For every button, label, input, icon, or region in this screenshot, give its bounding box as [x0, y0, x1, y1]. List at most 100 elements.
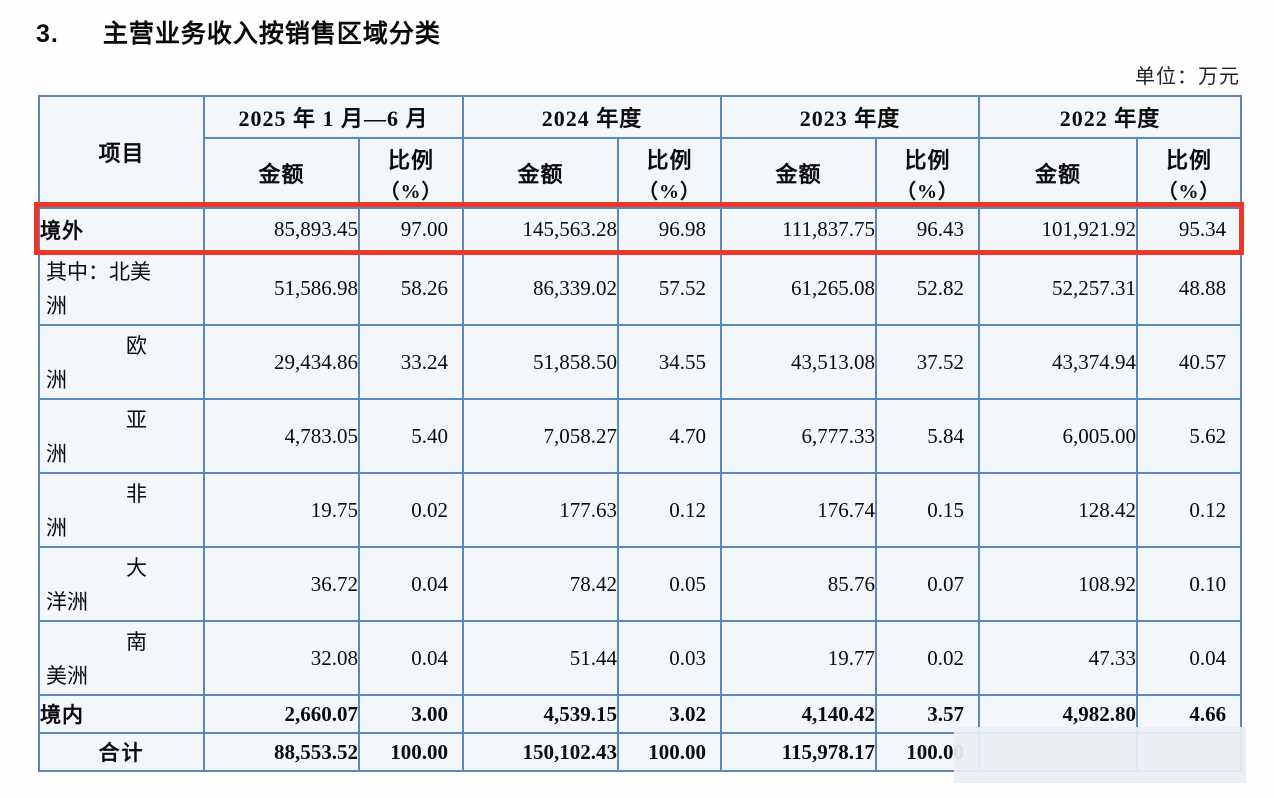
header-ratio-label: 比例 — [646, 147, 693, 173]
amount-cell: 32.08 — [203, 620, 360, 696]
ratio-cell: 100.00 — [357, 732, 465, 772]
row-label-europe: 欧洲 — [38, 324, 205, 400]
amount-cell: 111,837.75 — [720, 207, 878, 252]
header-item: 项目 — [38, 95, 205, 209]
ratio-cell: 40.57 — [1136, 324, 1243, 400]
row-label-line1: 南 — [126, 630, 147, 655]
header-period-2023: 2023 年度 — [720, 95, 981, 139]
ratio-cell: 3.02 — [617, 694, 723, 734]
table-row-overseas: 境外 85,893.45 97.00 145,563.28 96.98 111,837.7… — [38, 207, 1243, 252]
amount-cell: 85.76 — [720, 546, 878, 622]
ratio-cell: 48.88 — [1136, 250, 1243, 326]
table-row-africa: 非洲 19.75 0.02 177.63 0.12 176.74 0.15 128.42 0.1… — [38, 472, 1243, 548]
header-ratio-unit: （%） — [638, 180, 702, 203]
ratio-cell: 3.00 — [357, 694, 465, 734]
ratio-cell: 0.07 — [875, 546, 981, 622]
ratio-cell: 0.02 — [875, 620, 981, 696]
header-amount: 金额 — [978, 137, 1139, 209]
amount-cell: 43,374.94 — [978, 324, 1139, 400]
amount-cell: 101,921.92 — [978, 207, 1139, 252]
amount-cell: 6,005.00 — [978, 398, 1139, 474]
table-header: 项目 2025 年 1 月—6 月 2024 年度 2023 年度 2022 年… — [38, 95, 1243, 209]
ratio-cell: 0.03 — [617, 620, 723, 696]
revenue-by-region-table: 项目 2025 年 1 月—6 月 2024 年度 2023 年度 2022 年… — [34, 95, 1246, 783]
ratio-cell: 0.12 — [1136, 472, 1243, 548]
row-label-line2: 美洲 — [46, 663, 88, 688]
header-ratio-unit: （%） — [896, 180, 960, 203]
section-title: 主营业务收入按销售区域分类 — [102, 20, 441, 48]
row-label-total: 合计 — [38, 732, 205, 772]
amount-cell: 4,783.05 — [203, 398, 360, 474]
ratio-cell: 57.52 — [617, 250, 723, 326]
header-ratio-label: 比例 — [388, 147, 435, 173]
ratio-cell: 0.05 — [617, 546, 723, 622]
row-label-line1: 欧 — [126, 334, 147, 359]
amount-cell: 108.92 — [978, 546, 1139, 622]
row-label-line1: 亚 — [126, 408, 147, 433]
row-label-south-america: 南美洲 — [38, 620, 205, 696]
table-body: 境外 85,893.45 97.00 145,563.28 96.98 111,837.7… — [38, 207, 1243, 772]
amount-cell: 4,140.42 — [720, 694, 878, 734]
ratio-cell: 5.84 — [875, 398, 981, 474]
amount-cell: 19.75 — [203, 472, 360, 548]
header-ratio: 比例 （%） — [357, 137, 465, 209]
amount-cell — [978, 732, 1139, 772]
amount-cell: 61,265.08 — [720, 250, 878, 326]
ratio-cell: 0.04 — [357, 620, 465, 696]
ratio-cell: 58.26 — [357, 250, 465, 326]
amount-cell: 115,978.17 — [720, 732, 878, 772]
row-label-line2: 洲 — [46, 367, 67, 392]
ratio-cell: 4.66 — [1136, 694, 1243, 734]
amount-cell: 51,858.50 — [462, 324, 620, 400]
row-label-domestic: 境内 — [38, 694, 205, 734]
section-number: 3. — [36, 20, 59, 48]
amount-cell: 47.33 — [978, 620, 1139, 696]
ratio-cell: 96.43 — [875, 207, 981, 252]
header-period-2022: 2022 年度 — [978, 95, 1243, 139]
header-amount: 金额 — [203, 137, 360, 209]
ratio-cell: 37.52 — [875, 324, 981, 400]
row-label-line1: 非 — [126, 482, 147, 507]
table-row-domestic: 境内 2,660.07 3.00 4,539.15 3.02 4,140.42 3.57 4,… — [38, 694, 1243, 734]
row-label-asia: 亚洲 — [38, 398, 205, 474]
table-row-asia: 亚洲 4,783.05 5.40 7,058.27 4.70 6,777.33 5.84 6,… — [38, 398, 1243, 474]
ratio-cell: 95.34 — [1136, 207, 1243, 252]
header-period-2025: 2025 年 1 月—6 月 — [202, 95, 465, 139]
amount-cell: 52,257.31 — [978, 250, 1139, 326]
row-label-africa: 非洲 — [38, 472, 205, 548]
header-amount: 金额 — [720, 137, 878, 209]
ratio-cell: 0.04 — [1136, 620, 1243, 696]
amount-cell: 88,553.52 — [203, 732, 360, 772]
ratio-cell: 0.15 — [875, 472, 981, 548]
ratio-cell: 100.00 — [875, 732, 981, 772]
ratio-cell: 100.00 — [617, 732, 723, 772]
ratio-cell: 4.70 — [617, 398, 723, 474]
header-ratio: 比例 （%） — [617, 137, 723, 209]
ratio-cell: 52.82 — [875, 250, 981, 326]
row-label-oceania: 大洋洲 — [38, 546, 205, 622]
header-ratio-label: 比例 — [1166, 147, 1213, 173]
ratio-cell: 3.57 — [875, 694, 981, 734]
table-row-europe: 欧洲 29,434.86 33.24 51,858.50 34.55 43,513.08 3… — [38, 324, 1243, 400]
table-row-total: 合计 88,553.52 100.00 150,102.43 100.00 115,978… — [38, 732, 1243, 772]
ratio-cell: 0.02 — [357, 472, 465, 548]
row-label-overseas: 境外 — [38, 207, 205, 252]
header-ratio: 比例 （%） — [875, 137, 981, 209]
table-row-north-america: 其中：北美洲 51,586.98 58.26 86,339.02 57.52 61,265… — [38, 250, 1243, 326]
table-row-south-america: 南美洲 32.08 0.04 51.44 0.03 19.77 0.02 47.33 0.04 — [38, 620, 1243, 696]
row-label-line1: 其中：北美 — [46, 260, 151, 285]
header-period-2024: 2024 年度 — [462, 95, 723, 139]
amount-cell: 2,660.07 — [203, 694, 360, 734]
unit-label: 单位：万元 — [1135, 66, 1240, 88]
amount-cell: 6,777.33 — [720, 398, 878, 474]
table-row-oceania: 大洋洲 36.72 0.04 78.42 0.05 85.76 0.07 108.92 0.10 — [38, 546, 1243, 622]
ratio-cell: 5.40 — [357, 398, 465, 474]
sub-header-row: 金额 比例 （%） 金额 比例 （%） 金额 比例 （%） 金额 比例 （%） — [39, 137, 1243, 209]
amount-cell: 7,058.27 — [462, 398, 620, 474]
row-label-line2: 洋洲 — [46, 589, 88, 614]
ratio-cell: 97.00 — [357, 207, 465, 252]
amount-cell: 177.63 — [462, 472, 620, 548]
ratio-cell: 33.24 — [357, 324, 465, 400]
ratio-cell: 5.62 — [1136, 398, 1243, 474]
amount-cell: 78.42 — [462, 546, 620, 622]
